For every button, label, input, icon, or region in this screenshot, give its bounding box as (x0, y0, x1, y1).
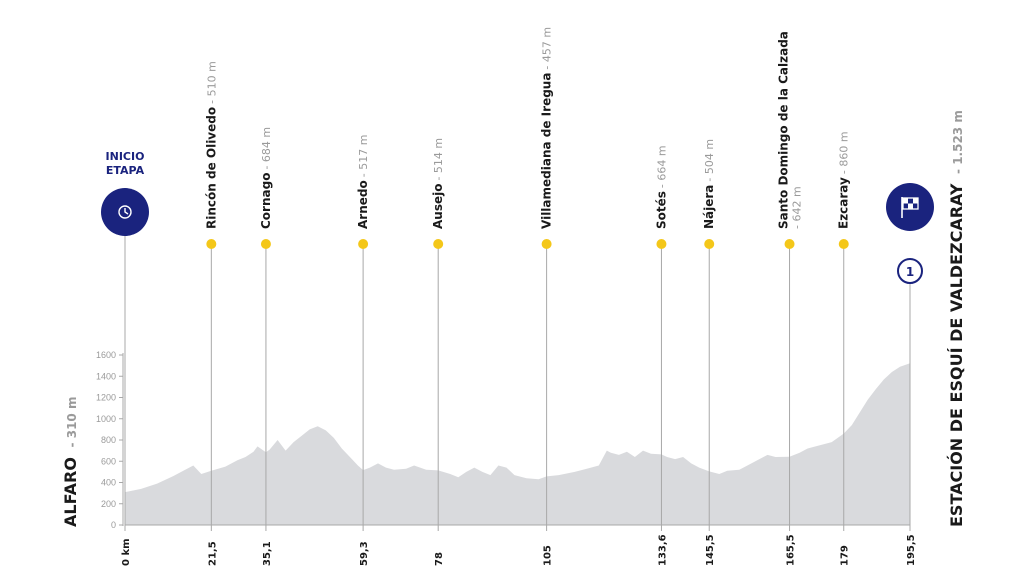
waypoint-name: Sotés (654, 191, 668, 229)
checkered-flag-icon (901, 197, 919, 218)
waypoint-label: Ausejo - 514 m (431, 138, 445, 229)
waypoint-dot (433, 239, 444, 249)
waypoint-dot (206, 239, 217, 249)
y-tick-label: 400 (101, 478, 116, 488)
waypoint-altitude: - 684 m (260, 127, 273, 170)
waypoint-dot (541, 239, 552, 249)
y-axis: 0 200 400 600 800 1000 1200 1400 1600 (96, 350, 124, 530)
waypoint-altitude: - 510 m (205, 61, 218, 104)
waypoint: Santo Domingo de la Calzada - 642 m (777, 31, 804, 525)
waypoint-dot (358, 239, 369, 249)
svg-text:ALFARO - 310 m: ALFARO - 310 m (61, 397, 80, 527)
start-badge-line2: ETAPA (106, 164, 145, 177)
waypoint-altitude: - 860 m (838, 131, 851, 174)
svg-text:ESTACIÓN DE ESQUÍ DE VALDEZCAR: ESTACIÓN DE ESQUÍ DE VALDEZCARAY - 1.523… (947, 110, 966, 527)
waypoint: Nájera - 504 m (702, 139, 716, 525)
intermediate-points: Rincón de Olivedo - 510 m Cornago - 684 m Ar… (204, 27, 851, 525)
start-marker: INICIO ETAPA ALFARO - 310 m (61, 150, 149, 527)
elevation-area-layer (125, 363, 910, 525)
waypoint-name: Rincón de Olivedo (204, 107, 218, 229)
start-name: ALFARO (61, 457, 80, 527)
y-tick-label: 1000 (96, 414, 116, 424)
waypoint-label: Sotés - 664 m (654, 145, 668, 229)
x-axis: 0 km 21,5 35,1 59,3 78 105 133,6 145,5 165,5 179 1… (121, 236, 917, 566)
waypoint-altitude: - 517 m (357, 135, 370, 178)
x-tick-label: 35,1 (262, 541, 273, 566)
x-tick-label: 78 (434, 552, 445, 566)
start-altitude: - 310 m (65, 397, 79, 448)
y-tick-label: 1600 (96, 350, 116, 360)
waypoint: Ezcaray - 860 m (837, 131, 851, 525)
x-tick-label: 105 (543, 545, 554, 566)
category-badge (897, 258, 923, 284)
x-tick-label: 195,5 (906, 534, 917, 566)
waypoint-altitude: - 642 m (791, 186, 804, 229)
waypoint-name: Ezcaray (837, 177, 851, 229)
waypoint-altitude: - 664 m (655, 145, 668, 188)
elevation-area (125, 363, 910, 525)
waypoint-label: Cornago - 684 m (259, 127, 273, 229)
waypoint: Villamediana de Iregua - 457 m (540, 27, 554, 525)
x-tick-label: 133,6 (657, 534, 668, 566)
waypoint-label: Nájera - 504 m (702, 139, 716, 229)
x-tick-label: 21,5 (207, 541, 218, 566)
y-tick-label: 1200 (96, 393, 116, 403)
waypoint-altitude: - 457 m (541, 27, 554, 70)
y-tick-label: 800 (101, 435, 116, 445)
waypoint-dot (838, 239, 849, 249)
x-tick-label: 179 (840, 545, 851, 566)
waypoint-name: Nájera (702, 185, 716, 229)
y-tick-label: 0 (111, 520, 116, 530)
waypoint-dot (784, 239, 795, 249)
waypoint-dot (260, 239, 271, 249)
x-tick-label: 145,5 (705, 534, 716, 566)
waypoint-name: Santo Domingo de la Calzada (777, 31, 791, 229)
waypoint: Ausejo - 514 m (431, 138, 445, 525)
x-tick-label: 165,5 (786, 534, 797, 566)
waypoint-dot (704, 239, 715, 249)
waypoint: Sotés - 664 m (654, 145, 668, 525)
waypoint-label: Arnedo - 517 m (356, 135, 370, 229)
waypoint-name: Ausejo (431, 184, 445, 229)
waypoint-label: Villamediana de Iregua - 457 m (540, 27, 554, 229)
waypoint-name: Villamediana de Iregua (540, 73, 554, 229)
finish-altitude: - 1.523 m (951, 110, 965, 174)
x-tick-label: 59,3 (359, 541, 370, 566)
start-badge-line1: INICIO (106, 150, 145, 163)
y-tick-label: 1400 (96, 371, 116, 381)
waypoint-name: Arnedo (356, 180, 370, 229)
y-tick-label: 200 (101, 499, 116, 509)
finish-name: ESTACIÓN DE ESQUÍ DE VALDEZCARAY (947, 183, 966, 527)
clock-icon (118, 205, 132, 219)
waypoint: Arnedo - 517 m (356, 135, 370, 525)
finish-marker: 1 ESTACIÓN DE ESQUÍ DE VALDEZCARAY - 1.5… (886, 110, 966, 527)
waypoint-label: Rincón de Olivedo - 510 m (204, 61, 218, 229)
waypoint: Cornago - 684 m (259, 127, 273, 525)
y-tick-label: 600 (101, 456, 116, 466)
waypoint: Rincón de Olivedo - 510 m (204, 61, 218, 525)
x-tick-label: 0 km (121, 538, 132, 566)
category-number: 1 (906, 265, 914, 279)
waypoint-label: Ezcaray - 860 m (837, 131, 851, 229)
waypoint-dot (656, 239, 667, 249)
waypoint-name: Cornago (259, 173, 273, 229)
waypoint-altitude: - 504 m (703, 139, 716, 182)
waypoint-altitude: - 514 m (432, 138, 445, 181)
